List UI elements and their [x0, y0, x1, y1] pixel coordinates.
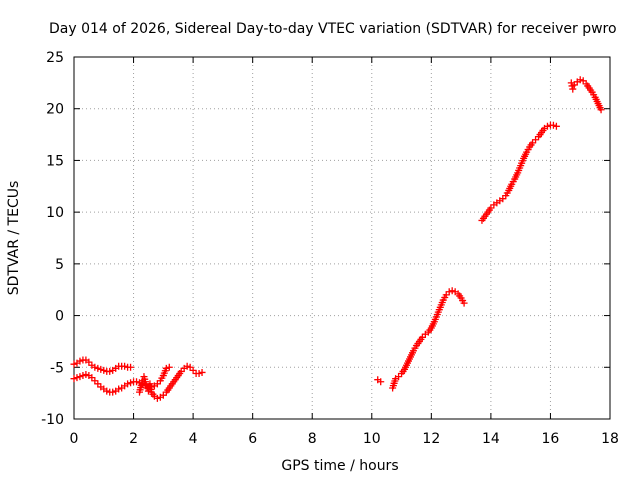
series-arc-d [374, 376, 385, 386]
x-tick-label: 18 [601, 431, 619, 447]
y-tick-label: 15 [46, 153, 64, 169]
tick-layer [73, 56, 611, 420]
data-point-marker [569, 85, 577, 93]
y-tick-label: -5 [50, 360, 64, 376]
y-tick-label: 20 [46, 102, 64, 118]
chart-title: Day 014 of 2026, Sidereal Day-to-day VTE… [49, 21, 617, 37]
y-tick-label: -10 [41, 412, 64, 428]
data-point-marker [377, 378, 385, 386]
data-point-marker [142, 381, 150, 389]
x-tick-label: 8 [308, 431, 317, 447]
x-tick-label: 6 [248, 431, 257, 447]
data-point-marker [141, 378, 149, 386]
data-point-marker [198, 368, 206, 376]
y-tick-label: 0 [55, 309, 64, 325]
x-tick-label: 14 [482, 431, 500, 447]
y-tick-label: 10 [46, 205, 64, 221]
data-point-marker [460, 299, 468, 307]
x-tick-label: 16 [542, 431, 560, 447]
y-axis-title: SDTVAR / TECUs [6, 181, 22, 296]
data-point-marker [597, 106, 605, 114]
x-tick-labels: 0 2 4 6 8 10 12 14 16 18 [70, 431, 619, 447]
y-tick-labels: -10 -5 0 5 10 15 20 25 [41, 50, 64, 428]
x-tick-label: 12 [422, 431, 440, 447]
x-tick-label: 4 [189, 431, 198, 447]
series-arc-e [389, 287, 468, 392]
data-point-marker [552, 122, 560, 130]
y-tick-label: 5 [55, 257, 64, 273]
series-arc-a [70, 356, 135, 375]
data-marks [70, 76, 605, 402]
data-point-marker [165, 363, 173, 371]
series-arc-f [478, 121, 560, 224]
series-arc-b [70, 363, 173, 396]
data-point-marker [127, 363, 135, 371]
series-arc-g [567, 76, 605, 114]
x-tick-label: 0 [70, 431, 79, 447]
x-axis-title: GPS time / hours [281, 458, 398, 474]
y-tick-label: 25 [46, 50, 64, 66]
grid-layer [74, 57, 610, 419]
x-tick-label: 2 [129, 431, 138, 447]
plot-frame [73, 56, 611, 420]
series-arc-c [136, 362, 206, 402]
x-tick-label: 10 [363, 431, 381, 447]
